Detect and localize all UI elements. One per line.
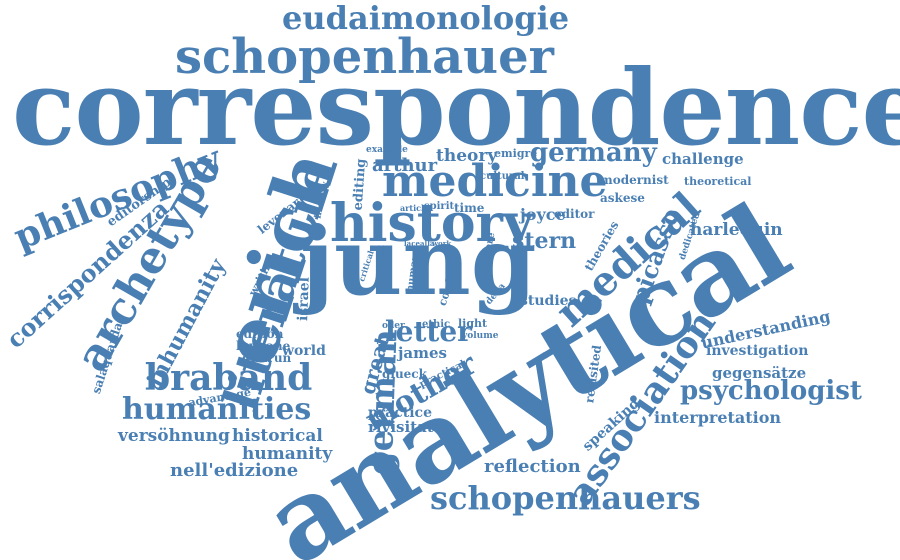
word-humanity: humanity bbox=[242, 444, 333, 464]
word-editing: editing bbox=[350, 158, 370, 211]
word-nelledizione: nell'edizione bbox=[170, 460, 299, 481]
word-theory: theory bbox=[436, 146, 498, 166]
word-versohnung: versöhnung bbox=[118, 426, 230, 446]
word-article: article bbox=[400, 203, 430, 213]
word-challenge: challenge bbox=[662, 150, 744, 168]
word-stern: stern bbox=[512, 228, 577, 254]
word-light: light bbox=[458, 317, 488, 330]
word-germany: germany bbox=[530, 138, 657, 168]
word-interpretation: interpretation bbox=[654, 408, 782, 427]
word-eudaimonologie: eudaimonologie bbox=[282, 0, 570, 37]
word-askese: askese bbox=[600, 191, 645, 205]
word-braband: braband bbox=[145, 357, 313, 399]
word-practice: practice bbox=[368, 405, 432, 421]
word-gudrun: gudrun bbox=[242, 351, 292, 365]
word-correspondence: correspondence bbox=[12, 46, 900, 169]
word-volume: volume bbox=[462, 331, 499, 341]
word-world: world bbox=[282, 343, 326, 359]
word-rivisitata: rivisitata bbox=[368, 418, 444, 436]
word-spirit: spirit bbox=[424, 201, 455, 212]
word-humane: humane bbox=[236, 339, 291, 353]
word-psychologist: psychologist bbox=[680, 376, 862, 406]
word-studies: studies bbox=[520, 293, 577, 309]
word-time: time bbox=[454, 201, 485, 215]
word-jung: jung bbox=[300, 207, 537, 317]
word-schopenhauers: schopenhauers bbox=[430, 479, 701, 517]
word-freud: freud bbox=[375, 244, 386, 267]
word-example: example bbox=[366, 145, 408, 155]
word-history: history bbox=[330, 193, 534, 254]
word-historical: historical bbox=[232, 426, 323, 446]
word-editor: editor bbox=[554, 207, 595, 221]
word-oder: oder bbox=[382, 321, 405, 331]
word-schopenhauer: schopenhauer bbox=[175, 29, 554, 85]
word-theoretical: theoretical bbox=[684, 175, 752, 188]
word-cultural: cultural bbox=[480, 171, 525, 182]
word-medicine: medicine bbox=[382, 156, 608, 207]
word-israel: israel bbox=[295, 276, 313, 322]
word-alla: alla bbox=[420, 239, 435, 248]
word-joyce: joyce bbox=[520, 205, 566, 224]
word-gegensatze: gegensätze bbox=[712, 364, 807, 382]
word-humanities: humanities bbox=[122, 392, 312, 427]
word-emigre: emigré bbox=[494, 147, 538, 160]
word-edition: edition bbox=[236, 327, 284, 341]
word-arthur: arthur bbox=[372, 155, 438, 176]
word-glueck: glueck bbox=[382, 367, 427, 381]
word-harlequin: harlequin bbox=[690, 220, 783, 240]
word-modernist: modernist bbox=[600, 173, 669, 187]
word-reflection: reflection bbox=[484, 456, 581, 477]
word-ethic: ethic bbox=[422, 319, 451, 330]
word-lace: lace bbox=[404, 239, 420, 248]
word-investigation: investigation bbox=[706, 343, 809, 359]
word-letter: letter bbox=[385, 315, 472, 348]
word-james: james bbox=[398, 344, 448, 362]
word-work: work bbox=[432, 239, 452, 248]
